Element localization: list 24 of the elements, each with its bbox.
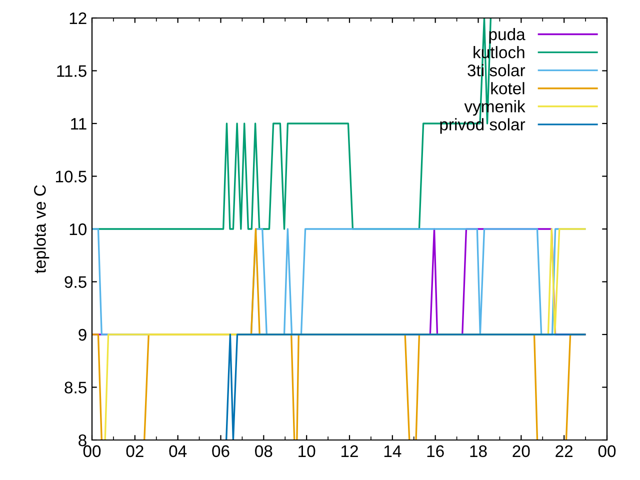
x-tick-label: 02 bbox=[126, 445, 144, 458]
x-tick-label: 00 bbox=[598, 445, 616, 458]
y-tick-label: 10 bbox=[70, 223, 86, 236]
x-tick-label: 20 bbox=[512, 445, 530, 458]
y-tick-label: 8 bbox=[78, 434, 86, 446]
x-tick-label: 18 bbox=[470, 445, 487, 458]
y-tick-label: 8.5 bbox=[64, 382, 86, 394]
x-tick-label: 22 bbox=[556, 445, 573, 457]
x-tick-label: 06 bbox=[212, 445, 230, 458]
x-tick-label: 10 bbox=[298, 445, 316, 458]
x-tick-label: 14 bbox=[384, 445, 402, 457]
y-tick-label: 9.5 bbox=[64, 276, 86, 288]
x-tick-label: 00 bbox=[83, 445, 101, 458]
y-tick-label: 9 bbox=[78, 328, 86, 341]
x-tick-label: 12 bbox=[342, 445, 358, 457]
y-tick-label: 11.5 bbox=[57, 65, 86, 77]
y-tick-label: 10.5 bbox=[56, 170, 86, 182]
x-tick-label: 16 bbox=[427, 445, 444, 458]
y-tick-label: 12 bbox=[70, 12, 86, 24]
y-tick-label: 11 bbox=[71, 118, 86, 130]
x-tick-label: 04 bbox=[169, 445, 187, 458]
y-axis-title: teplota ve C bbox=[34, 185, 50, 274]
legend-label: kotel bbox=[491, 82, 524, 94]
x-tick-label: 08 bbox=[255, 445, 272, 458]
